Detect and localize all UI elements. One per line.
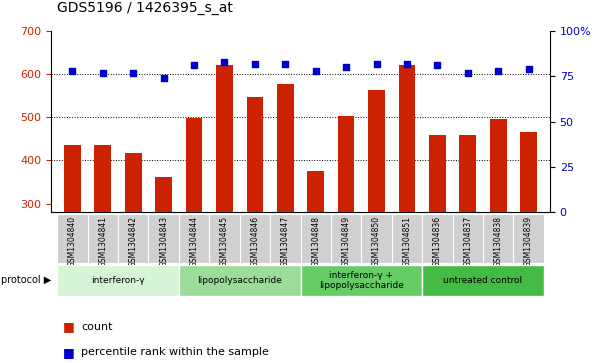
Bar <box>186 118 203 333</box>
Point <box>372 61 382 66</box>
Bar <box>118 214 148 263</box>
Text: GSM1304845: GSM1304845 <box>220 216 229 267</box>
Bar <box>307 171 324 333</box>
Bar <box>300 265 422 296</box>
Bar <box>392 214 422 263</box>
Text: GSM1304843: GSM1304843 <box>159 216 168 267</box>
Text: GSM1304836: GSM1304836 <box>433 216 442 267</box>
Point <box>98 70 108 76</box>
Point <box>402 61 412 66</box>
Bar <box>490 119 507 333</box>
Text: GSM1304839: GSM1304839 <box>524 216 533 267</box>
Bar <box>422 214 453 263</box>
Point <box>281 61 290 66</box>
Bar <box>57 265 179 296</box>
Text: ■: ■ <box>63 320 75 333</box>
Text: GSM1304838: GSM1304838 <box>493 216 502 267</box>
Bar <box>453 214 483 263</box>
Bar <box>483 214 513 263</box>
Bar <box>513 214 544 263</box>
Bar <box>277 83 294 333</box>
Text: lipopolysaccharide: lipopolysaccharide <box>197 276 282 285</box>
Bar <box>300 214 331 263</box>
Bar <box>64 145 81 333</box>
Bar <box>246 97 263 333</box>
Bar <box>368 90 385 333</box>
Bar <box>148 214 179 263</box>
Point <box>219 59 229 65</box>
Text: GSM1304848: GSM1304848 <box>311 216 320 267</box>
Text: interferon-γ +
lipopolysaccharide: interferon-γ + lipopolysaccharide <box>319 271 404 290</box>
Point <box>524 66 534 72</box>
Bar <box>94 144 111 333</box>
Text: GSM1304837: GSM1304837 <box>463 216 472 267</box>
Bar <box>209 214 240 263</box>
Text: GSM1304851: GSM1304851 <box>403 216 412 267</box>
Text: percentile rank within the sample: percentile rank within the sample <box>81 347 269 357</box>
Bar <box>429 135 446 333</box>
Point <box>311 68 320 74</box>
Text: GSM1304844: GSM1304844 <box>189 216 198 267</box>
Point <box>341 64 351 70</box>
Text: GSM1304847: GSM1304847 <box>281 216 290 267</box>
Point <box>250 61 260 66</box>
Bar <box>88 214 118 263</box>
Text: GSM1304850: GSM1304850 <box>372 216 381 267</box>
Text: ■: ■ <box>63 346 75 359</box>
Bar <box>155 177 172 333</box>
Bar <box>338 116 355 333</box>
Bar <box>331 214 361 263</box>
Bar <box>125 153 142 333</box>
Point <box>159 75 168 81</box>
Bar <box>422 265 544 296</box>
Bar <box>270 214 300 263</box>
Text: GSM1304840: GSM1304840 <box>68 216 77 267</box>
Bar <box>216 65 233 333</box>
Bar <box>520 131 537 333</box>
Bar <box>240 214 270 263</box>
Bar <box>57 214 88 263</box>
Point <box>433 62 442 68</box>
Point <box>463 70 472 76</box>
Point <box>189 62 199 68</box>
Text: GSM1304842: GSM1304842 <box>129 216 138 267</box>
Point <box>67 68 77 74</box>
Text: interferon-γ: interferon-γ <box>91 276 145 285</box>
Text: protocol ▶: protocol ▶ <box>1 276 51 285</box>
Text: GDS5196 / 1426395_s_at: GDS5196 / 1426395_s_at <box>57 0 233 15</box>
Bar <box>179 265 300 296</box>
Bar <box>179 214 209 263</box>
Text: GSM1304846: GSM1304846 <box>251 216 260 267</box>
Text: GSM1304849: GSM1304849 <box>341 216 350 267</box>
Text: GSM1304841: GSM1304841 <box>99 216 108 267</box>
Text: count: count <box>81 322 112 332</box>
Bar <box>361 214 392 263</box>
Bar <box>398 65 415 333</box>
Bar <box>459 135 476 333</box>
Text: untreated control: untreated control <box>444 276 522 285</box>
Point <box>493 68 503 74</box>
Point <box>129 70 138 76</box>
